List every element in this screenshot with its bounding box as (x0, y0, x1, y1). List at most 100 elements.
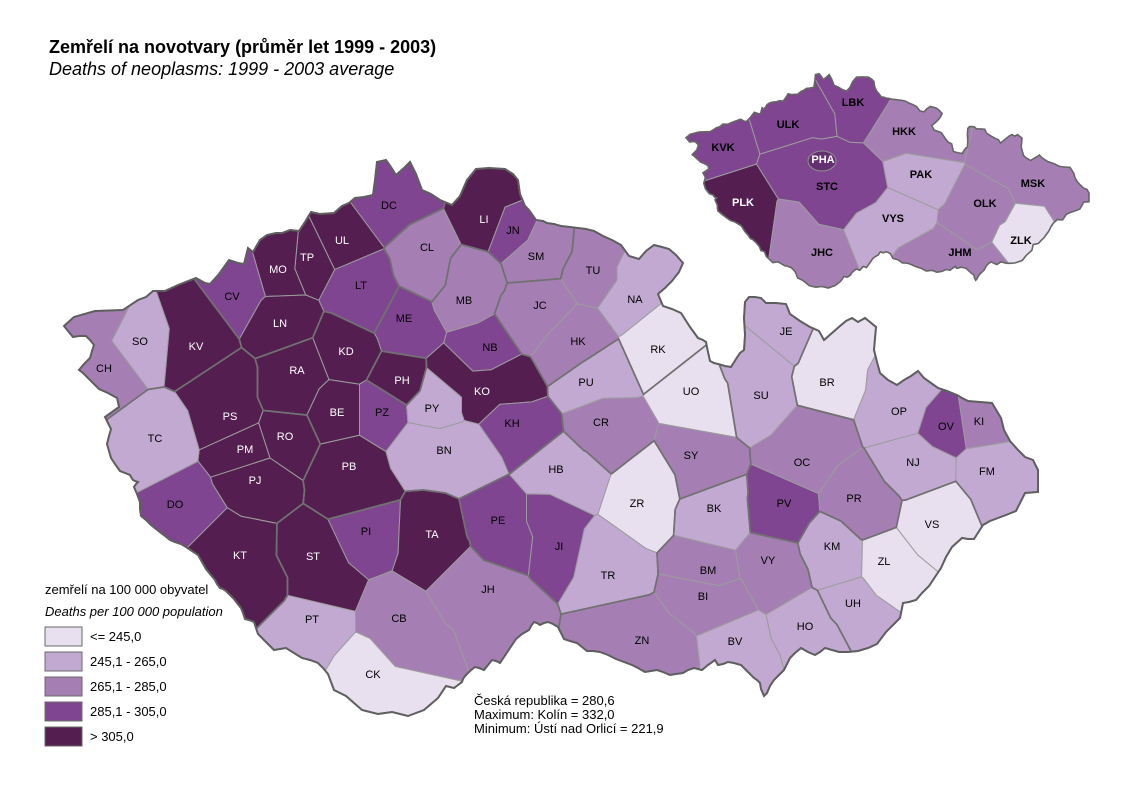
svg-text:KI: KI (974, 416, 984, 428)
svg-text:SO: SO (132, 336, 148, 348)
svg-text:KD: KD (338, 346, 353, 358)
svg-text:BN: BN (436, 445, 451, 457)
svg-text:JH: JH (481, 584, 495, 596)
svg-text:LI: LI (479, 214, 488, 226)
svg-text:Maximum: Kolín = 332,0: Maximum: Kolín = 332,0 (474, 707, 615, 722)
svg-text:VY: VY (761, 555, 776, 567)
svg-text:PAK: PAK (910, 169, 932, 181)
svg-text:SM: SM (528, 251, 545, 263)
svg-text:OC: OC (794, 457, 811, 469)
svg-text:MO: MO (269, 264, 287, 276)
svg-text:BK: BK (707, 503, 722, 515)
svg-text:CK: CK (365, 669, 381, 681)
svg-text:OLK: OLK (973, 198, 996, 210)
svg-text:PM: PM (237, 444, 254, 456)
svg-text:JC: JC (533, 300, 547, 312)
svg-text:ST: ST (306, 551, 320, 563)
svg-text:265,1 - 285,0: 265,1 - 285,0 (90, 679, 167, 694)
svg-text:PI: PI (361, 526, 371, 538)
svg-text:HK: HK (570, 336, 586, 348)
svg-text:ULK: ULK (777, 119, 800, 131)
svg-text:PE: PE (491, 515, 506, 527)
svg-text:TP: TP (300, 252, 314, 264)
svg-text:TR: TR (601, 570, 616, 582)
svg-text:RA: RA (289, 365, 305, 377)
svg-text:RO: RO (277, 431, 294, 443)
svg-text:KH: KH (504, 418, 519, 430)
svg-text:PJ: PJ (249, 475, 262, 487)
svg-text:NJ: NJ (906, 457, 919, 469)
svg-text:ZR: ZR (630, 498, 645, 510)
svg-text:MSK: MSK (1021, 178, 1046, 190)
svg-text:PH: PH (394, 375, 409, 387)
svg-text:ZN: ZN (635, 635, 650, 647)
svg-text:Minimum: Ústí nad Orlicí = 221: Minimum: Ústí nad Orlicí = 221,9 (474, 721, 664, 736)
svg-text:HB: HB (548, 464, 563, 476)
svg-text:BR: BR (819, 377, 834, 389)
svg-text:BM: BM (700, 565, 717, 577)
svg-text:PV: PV (777, 498, 792, 510)
svg-text:VS: VS (925, 519, 940, 531)
svg-text:Česká republika = 280,6: Česká republika = 280,6 (474, 693, 615, 708)
svg-text:LBK: LBK (842, 97, 865, 109)
svg-text:PS: PS (223, 411, 238, 423)
svg-text:STC: STC (816, 181, 838, 193)
svg-text:CB: CB (391, 613, 406, 625)
svg-text:PLK: PLK (732, 197, 754, 209)
svg-text:RK: RK (650, 344, 666, 356)
svg-text:KO: KO (474, 386, 490, 398)
svg-text:HO: HO (797, 621, 814, 633)
svg-text:SY: SY (684, 450, 699, 462)
svg-text:PU: PU (578, 377, 593, 389)
svg-text:JE: JE (780, 326, 793, 338)
svg-text:PHA: PHA (811, 154, 834, 166)
svg-text:TA: TA (425, 529, 439, 541)
svg-text:LT: LT (355, 280, 367, 292)
svg-text:CV: CV (224, 291, 240, 303)
svg-text:zemřelí na 100 000 obyvatel: zemřelí na 100 000 obyvatel (45, 582, 208, 597)
svg-text:KM: KM (824, 541, 841, 553)
svg-text:KV: KV (189, 341, 204, 353)
svg-text:285,1 - 305,0: 285,1 - 305,0 (90, 704, 167, 719)
svg-text:FM: FM (979, 466, 995, 478)
svg-text:UL: UL (335, 235, 349, 247)
svg-text:ME: ME (396, 313, 413, 325)
svg-text:BI: BI (698, 591, 708, 603)
svg-text:VYS: VYS (882, 213, 904, 225)
svg-text:PT: PT (305, 614, 319, 626)
svg-text:DO: DO (167, 499, 184, 511)
svg-text:PZ: PZ (375, 407, 389, 419)
svg-text:JHC: JHC (811, 247, 833, 259)
svg-text:UO: UO (683, 386, 700, 398)
svg-text:JN: JN (506, 225, 520, 237)
svg-text:Zemřelí na novotvary (průměr l: Zemřelí na novotvary (průměr let 1999 - … (49, 37, 436, 57)
svg-text:BV: BV (728, 636, 743, 648)
svg-text:<= 245,0: <= 245,0 (90, 629, 141, 644)
svg-text:CH: CH (96, 363, 112, 375)
svg-text:PY: PY (425, 403, 440, 415)
svg-text:JI: JI (555, 541, 564, 553)
svg-text:KT: KT (233, 550, 247, 562)
svg-text:LN: LN (273, 318, 287, 330)
svg-text:JHM: JHM (948, 247, 971, 259)
svg-text:KVK: KVK (711, 142, 734, 154)
svg-text:CR: CR (593, 417, 609, 429)
svg-text:CL: CL (420, 242, 434, 254)
svg-text:BE: BE (330, 407, 345, 419)
svg-text:NA: NA (627, 294, 643, 306)
svg-text:OV: OV (938, 421, 955, 433)
svg-text:TC: TC (148, 433, 163, 445)
svg-text:DC: DC (381, 200, 397, 212)
svg-text:TU: TU (586, 265, 601, 277)
svg-text:HKK: HKK (892, 126, 916, 138)
svg-text:245,1 - 265,0: 245,1 - 265,0 (90, 654, 167, 669)
svg-text:Deaths per 100 000 population: Deaths per 100 000 population (45, 604, 223, 619)
svg-text:PB: PB (342, 461, 357, 473)
svg-text:UH: UH (845, 598, 861, 610)
svg-text:Deaths of neoplasms: 1999 - 20: Deaths of neoplasms: 1999 - 2003 average (49, 59, 394, 79)
svg-text:MB: MB (456, 295, 473, 307)
svg-text:SU: SU (753, 390, 768, 402)
svg-text:> 305,0: > 305,0 (90, 729, 134, 744)
svg-text:NB: NB (482, 342, 497, 354)
svg-text:ZL: ZL (878, 556, 891, 568)
